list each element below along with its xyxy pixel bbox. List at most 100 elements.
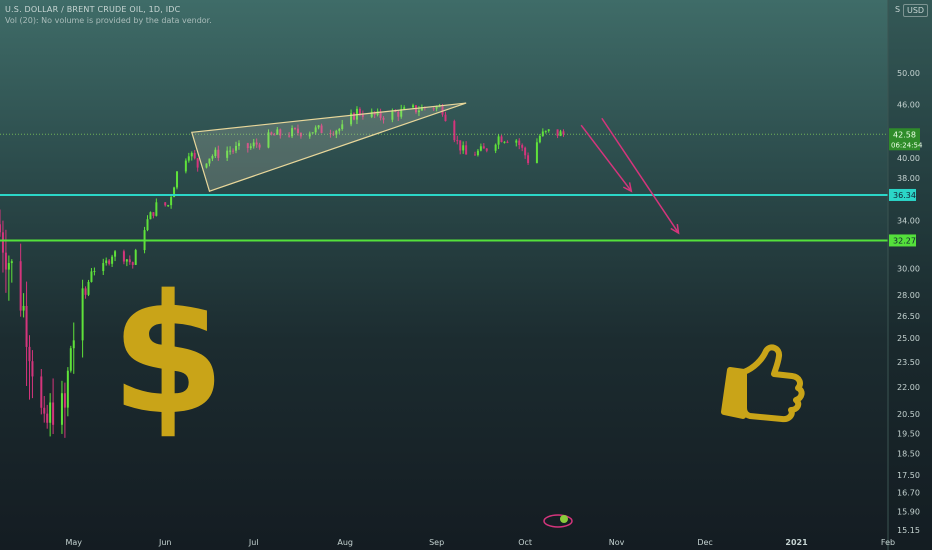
- scale-symbol[interactable]: S: [895, 5, 901, 14]
- time-tick-label: Jul: [248, 538, 259, 547]
- candle-body: [84, 288, 87, 295]
- price-tick-label: 34.00: [897, 216, 920, 225]
- candle-body: [476, 150, 479, 156]
- currency-button[interactable]: USD: [903, 4, 929, 17]
- candle: [267, 129, 270, 149]
- candle: [473, 151, 476, 156]
- price-tick-label: 19.50: [897, 429, 920, 438]
- candle-body: [370, 111, 373, 117]
- candle: [538, 134, 541, 144]
- candle: [149, 211, 152, 220]
- badge-ring: [543, 514, 573, 528]
- candle: [19, 243, 22, 317]
- volume-note: Vol (20): No volume is provided by the d…: [5, 16, 212, 25]
- candle-body: [232, 150, 235, 152]
- time-tick-label: Nov: [609, 538, 625, 547]
- candle-body: [462, 145, 465, 151]
- candle-body: [556, 129, 559, 136]
- candle-body: [60, 393, 63, 425]
- candle: [187, 152, 190, 163]
- candle: [341, 120, 344, 131]
- candle-body: [10, 261, 13, 264]
- candle-body: [503, 141, 506, 143]
- candle: [329, 129, 332, 138]
- candle: [412, 103, 415, 109]
- candle-body: [267, 132, 270, 148]
- candle: [90, 268, 93, 283]
- candle-body: [382, 117, 385, 120]
- candle-body: [217, 149, 220, 158]
- price-tick-label: 17.50: [897, 471, 920, 480]
- candle: [521, 143, 524, 152]
- time-tick-label: Oct: [518, 538, 532, 547]
- candle: [291, 125, 294, 139]
- candle-body: [317, 125, 320, 128]
- candle-body: [500, 136, 503, 143]
- candle: [108, 258, 111, 266]
- candle-body: [184, 160, 187, 172]
- candle: [494, 143, 497, 154]
- candle-body: [494, 144, 497, 151]
- candle-body: [438, 106, 441, 108]
- candle-body: [146, 219, 149, 231]
- candle-body: [521, 145, 524, 148]
- candle-body: [252, 142, 255, 147]
- candle: [432, 107, 435, 111]
- candle: [105, 257, 108, 266]
- price-axis-bg: [888, 0, 932, 550]
- candle-body: [102, 263, 105, 272]
- down-arrow[interactable]: [601, 117, 680, 235]
- candle-body: [453, 121, 456, 141]
- candle: [63, 382, 66, 438]
- icons-layer: $: [111, 259, 805, 451]
- candle: [25, 281, 28, 386]
- candle: [296, 124, 299, 136]
- rising-wedge-pattern[interactable]: [190, 102, 467, 192]
- candle-body: [320, 125, 323, 134]
- candle: [479, 143, 482, 152]
- price-axis[interactable]: 50.00 46.00 40.00 38.00 34.00 30.00 28.00 26.50…: [887, 0, 932, 550]
- candle: [125, 258, 128, 267]
- candle-body: [341, 124, 344, 130]
- candle: [1, 220, 4, 273]
- candle: [403, 105, 406, 110]
- candle-body: [31, 361, 34, 377]
- candle-body: [538, 135, 541, 143]
- candle-body: [544, 130, 547, 132]
- drawings-layer[interactable]: [0, 102, 888, 242]
- candle-body: [311, 132, 314, 134]
- candle-body: [432, 108, 435, 110]
- candle-body: [49, 402, 52, 423]
- candle: [40, 368, 43, 415]
- candle-body: [400, 109, 403, 117]
- candle-body: [196, 158, 199, 168]
- down-arrow[interactable]: [580, 124, 633, 193]
- candle: [66, 367, 69, 417]
- level-price-tag-label: 36.34: [893, 191, 916, 200]
- candle-body: [25, 305, 28, 347]
- candle-body: [90, 271, 93, 282]
- candle-body: [358, 108, 361, 115]
- countdown-label: 06:24:54: [891, 141, 923, 149]
- candle-body: [435, 106, 438, 109]
- candle-body: [417, 110, 420, 113]
- candle-body: [276, 129, 279, 135]
- candle-body: [66, 370, 69, 408]
- candle-body: [518, 140, 521, 146]
- candle-body: [167, 205, 170, 207]
- time-tick-label: Aug: [337, 538, 353, 547]
- price-tick-label: 50.00: [897, 69, 920, 78]
- candle-body: [111, 256, 114, 264]
- candle: [7, 255, 10, 301]
- candle: [52, 378, 55, 435]
- time-tick-label: Sep: [429, 538, 444, 547]
- candle-body: [190, 152, 193, 157]
- candle-body: [350, 113, 353, 125]
- candle: [294, 127, 297, 131]
- time-axis[interactable]: May Jun Jul Aug Sep Oct Nov Dec 2021 Feb: [65, 514, 895, 547]
- candle-body: [296, 128, 299, 133]
- candle: [476, 149, 479, 157]
- candle-body: [114, 251, 117, 257]
